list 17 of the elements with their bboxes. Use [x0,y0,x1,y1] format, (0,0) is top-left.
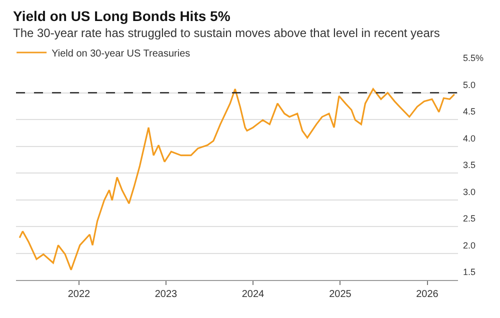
y-tick-label: 2.5 [463,214,476,224]
x-tick-label: 2026 [416,289,439,300]
y-tick-label: 5.5% [463,53,484,64]
y-tick-label: 5.0 [463,80,476,90]
chart-subtitle: The 30-year rate has struggled to sustain moves above that level in recent years [13,26,440,40]
chart-title: Yield on US Long Bonds Hits 5% [13,8,231,24]
legend-label: Yield on 30-year US Treasuries [52,48,190,60]
x-tick-label: 2024 [242,289,265,300]
y-tick-label: 2.0 [463,240,476,250]
x-tick-label: 2023 [154,289,178,300]
x-tick-label: 2022 [68,289,90,300]
y-tick-label: 4.0 [463,133,476,144]
y-tick-label: 1.5 [463,267,476,278]
y-tick-label: 3.0 [463,186,476,197]
y-tick-label: 3.5 [463,160,476,170]
y-tick-label: 4.5 [463,106,476,117]
x-tick-label: 2025 [329,289,352,300]
